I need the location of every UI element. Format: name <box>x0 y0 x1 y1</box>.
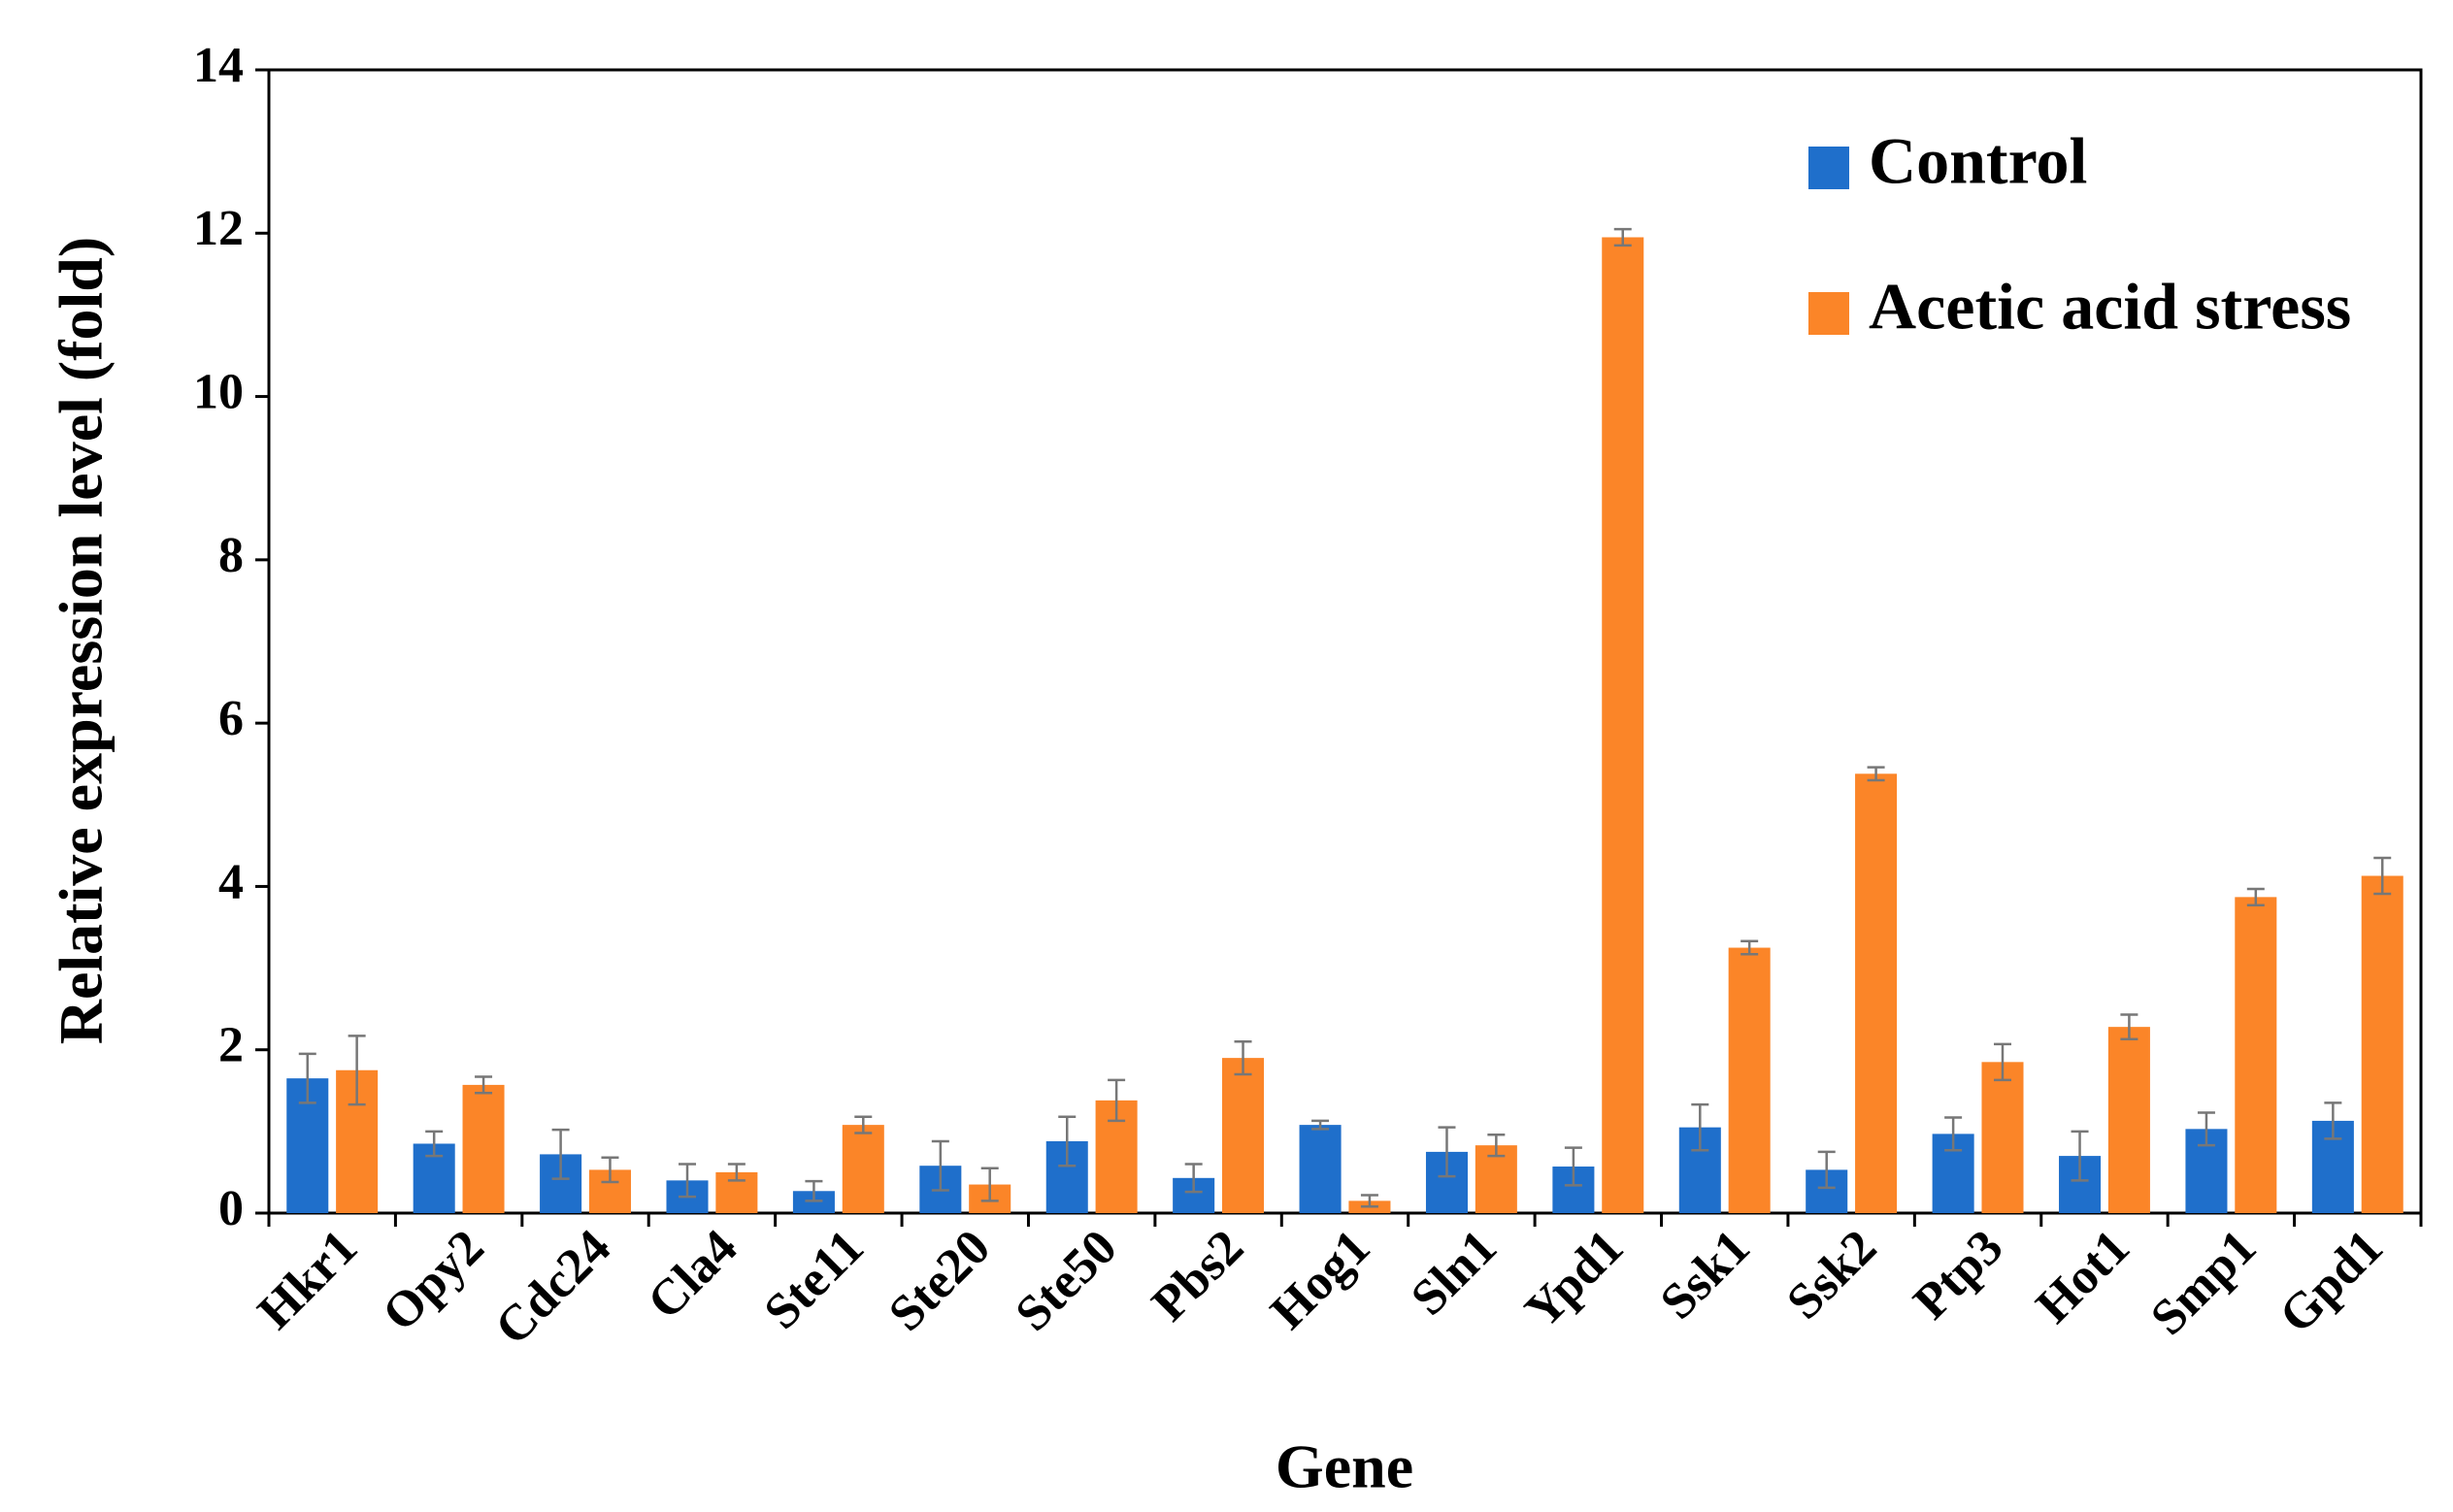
legend-label: Acetic acid stress <box>1869 270 2351 344</box>
y-tick-label: 8 <box>218 528 244 583</box>
error-bar <box>348 1035 366 1106</box>
error-bar <box>2373 856 2392 896</box>
x-tick-label: Cdc24 <box>485 1220 621 1356</box>
x-tick-label: Opy2 <box>372 1220 494 1342</box>
error-bar <box>1058 1115 1077 1167</box>
error-bar <box>1234 1040 1252 1076</box>
x-tick-label: Ptp3 <box>1904 1220 2014 1331</box>
x-tick-label: Ssk1 <box>1650 1220 1761 1331</box>
error-bar <box>2324 1101 2342 1140</box>
error-bar <box>2246 887 2265 907</box>
bar <box>1728 947 1771 1213</box>
x-tick-label: Cla4 <box>638 1220 748 1331</box>
bar <box>462 1084 505 1213</box>
x-tick-label: Gpd1 <box>2270 1220 2394 1344</box>
bar <box>1602 237 1644 1213</box>
error-bar <box>1867 766 1885 782</box>
legend-swatch <box>1808 147 1849 189</box>
y-tick-label: 6 <box>218 691 244 746</box>
legend-swatch <box>1808 292 1849 335</box>
y-tick-label: 12 <box>193 201 244 256</box>
x-tick-label: Sln1 <box>1401 1220 1508 1327</box>
x-tick-label: Pbs2 <box>1142 1220 1254 1332</box>
error-bar <box>1691 1102 1709 1152</box>
error-bar <box>601 1156 619 1184</box>
x-tick-label: Ssk2 <box>1776 1220 1887 1331</box>
error-bar <box>854 1115 873 1134</box>
error-bar <box>1311 1119 1330 1131</box>
x-tick-label: Ste11 <box>754 1220 875 1340</box>
error-bar <box>1564 1146 1582 1187</box>
error-bar <box>551 1128 570 1180</box>
y-tick-label: 14 <box>193 38 244 93</box>
bar <box>2361 875 2403 1213</box>
x-tick-label: Ste20 <box>878 1220 1001 1342</box>
error-bar <box>1184 1163 1203 1194</box>
x-tick-label: Hot1 <box>2026 1220 2140 1334</box>
error-bar <box>805 1179 823 1202</box>
error-bar <box>2120 1013 2138 1041</box>
error-bar <box>1613 227 1632 247</box>
x-tick-label: Ypd1 <box>1514 1220 1634 1339</box>
y-tick-label: 2 <box>218 1018 244 1073</box>
bar <box>1299 1125 1342 1213</box>
y-tick-label: 4 <box>218 854 244 909</box>
error-bar <box>679 1163 697 1199</box>
x-tick-label: Hkr1 <box>248 1220 368 1340</box>
error-bar <box>727 1163 746 1182</box>
error-bar <box>1944 1116 1963 1152</box>
y-axis-title: Relative expression level (fold) <box>47 237 116 1044</box>
error-bar <box>298 1052 316 1104</box>
error-bar <box>1360 1194 1378 1208</box>
error-bar <box>1487 1133 1506 1158</box>
legend-label: Control <box>1869 124 2087 198</box>
error-bar <box>1993 1042 2011 1082</box>
plot-frame <box>267 68 2423 1215</box>
bar <box>842 1125 884 1213</box>
x-tick-label: Smp1 <box>2140 1220 2267 1346</box>
x-axis-title: Gene <box>1276 1432 1413 1501</box>
error-bar <box>1108 1078 1126 1123</box>
error-bar <box>1817 1150 1836 1190</box>
error-bar <box>980 1167 999 1202</box>
bar <box>1222 1058 1265 1213</box>
bar <box>1855 773 1898 1213</box>
error-bar <box>1740 939 1759 956</box>
error-bar <box>425 1130 444 1158</box>
y-tick-label: 0 <box>218 1181 244 1236</box>
y-tick-label: 10 <box>193 365 244 420</box>
error-bar <box>931 1139 949 1192</box>
x-tick-label: Ste50 <box>1006 1220 1128 1342</box>
x-tick-label: Hog1 <box>1260 1220 1380 1340</box>
error-bar <box>2071 1130 2089 1182</box>
error-bar <box>475 1075 493 1095</box>
error-bar <box>2197 1111 2215 1147</box>
error-bar <box>1438 1126 1456 1178</box>
bar <box>2107 1027 2150 1213</box>
bar <box>2235 897 2277 1213</box>
bar <box>792 1191 835 1213</box>
bar <box>1981 1062 2024 1213</box>
